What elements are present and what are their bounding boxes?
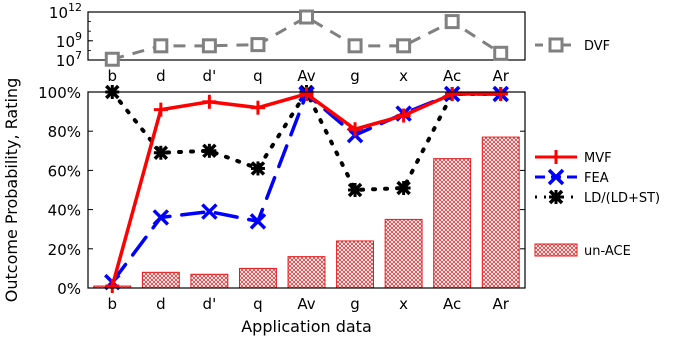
unace-bar [336,240,375,289]
legend-item-ld-ld-st: LD/(LD+ST) [535,189,660,206]
legend-swatch [534,243,578,257]
outcome-category-label: q [253,295,263,313]
outcome-lines [104,84,509,294]
dvf-category-label: Ar [493,67,510,85]
dvf-category-label: q [253,67,263,85]
legend-label: un-ACE [584,244,631,259]
dvf-y-tick-label: 109 [56,30,82,51]
legend-label: DVF [584,39,610,54]
outcome-category-label: d' [203,295,217,313]
outcome-y-tick-label: 80% [48,123,81,141]
unace-bar [481,136,520,289]
unace-bar [238,267,277,289]
legend-marker [547,168,565,186]
dvf-point [104,51,120,67]
unace-bar [433,158,472,289]
legend-marker [548,37,564,53]
mvf-point [493,86,508,101]
mvf-point [348,122,363,137]
dvf-category-label: d' [203,67,217,85]
dvf-category-label: Av [297,67,315,85]
outcome-category-label: d [156,295,166,313]
outcome-y-tick-label: 40% [48,202,81,220]
y-axis-label: Outcome Probability, Rating [2,78,21,302]
dvf-category-labels: b d d' q Av g x Ac Ar [108,67,510,85]
dvf-point [396,38,412,54]
unace-bar [287,256,326,289]
dvf-point [299,9,314,25]
legend-label: LD/(LD+ST) [584,191,660,206]
ld-ld-st-point [250,161,266,176]
x-axis-label: Application data [241,317,372,336]
ld-ld-st-point [396,180,411,196]
dvf-point [201,38,217,54]
mvf-point [445,86,460,101]
unace-bar [190,273,229,289]
legend-item-mvf: MVF [535,150,612,166]
fea-point [249,213,267,230]
outcome-y-ticks: 0% 20% 40% 60% 80% 100% [38,84,525,298]
outcome-category-label: Ar [493,295,510,313]
outcome-y-tick-label: 0% [57,280,81,298]
outcome-y-tick-label: 60% [48,162,81,180]
ld-ld-st-point [202,143,217,159]
outcome-category-label: b [108,295,118,313]
legend-marker [548,189,564,205]
dvf-point [444,14,460,30]
dvf-y-tick-label: 1012 [49,1,82,22]
dvf-series [104,9,509,67]
dvf-category-label: b [108,67,118,85]
outcome-plot-frame [87,91,526,289]
outcome-y-tick-label: 20% [48,241,81,259]
mvf-point [299,86,314,101]
dvf-category-label: x [399,67,408,85]
dvf-line [111,15,502,61]
legend-item-dvf: DVF [535,37,610,54]
dvf-category-label: Ac [443,67,461,85]
outcome-y-tick-label: 100% [38,84,81,102]
dvf-point [347,38,363,54]
mvf-point [250,100,265,115]
mvf-point [202,94,217,109]
outcome-category-label: Ac [443,295,461,313]
ld-ld-st-point [347,182,363,198]
dvf-point [153,38,169,54]
outcome-category-labels: b d d' q Av g x Ac Ar [108,295,510,313]
outcome-category-label: Av [297,295,315,313]
dvf-category-label: g [350,67,360,85]
unace-bars [93,136,520,289]
mvf-point [396,108,411,123]
outcome-panel: 0% 20% 40% 60% 80% 100% b d d' q Av g x Ac Ar Applica… [2,78,526,336]
dvf-point [250,37,266,53]
unace-bar [384,218,423,289]
legend: DVF MVF FEA LD/(LD+ST) un-ACE [534,37,660,259]
ld-ld-st-point [153,145,169,160]
legend-label: MVF [584,151,612,166]
mvf-point [105,279,120,294]
mvf-point [153,102,168,117]
legend-item-un-ace: un-ACE [534,243,631,259]
unace-bar [141,271,180,289]
dvf-point [493,45,509,61]
dvf-y-tick-label: 107 [56,49,82,70]
outcome-category-label: g [350,295,360,313]
fea-point [201,203,218,220]
legend-label: FEA [584,171,609,186]
fea-point [152,209,170,226]
outcome-category-label: x [399,295,408,313]
legend-marker [549,150,563,164]
dvf-category-label: d [156,67,166,85]
legend-item-fea: FEA [535,168,609,186]
